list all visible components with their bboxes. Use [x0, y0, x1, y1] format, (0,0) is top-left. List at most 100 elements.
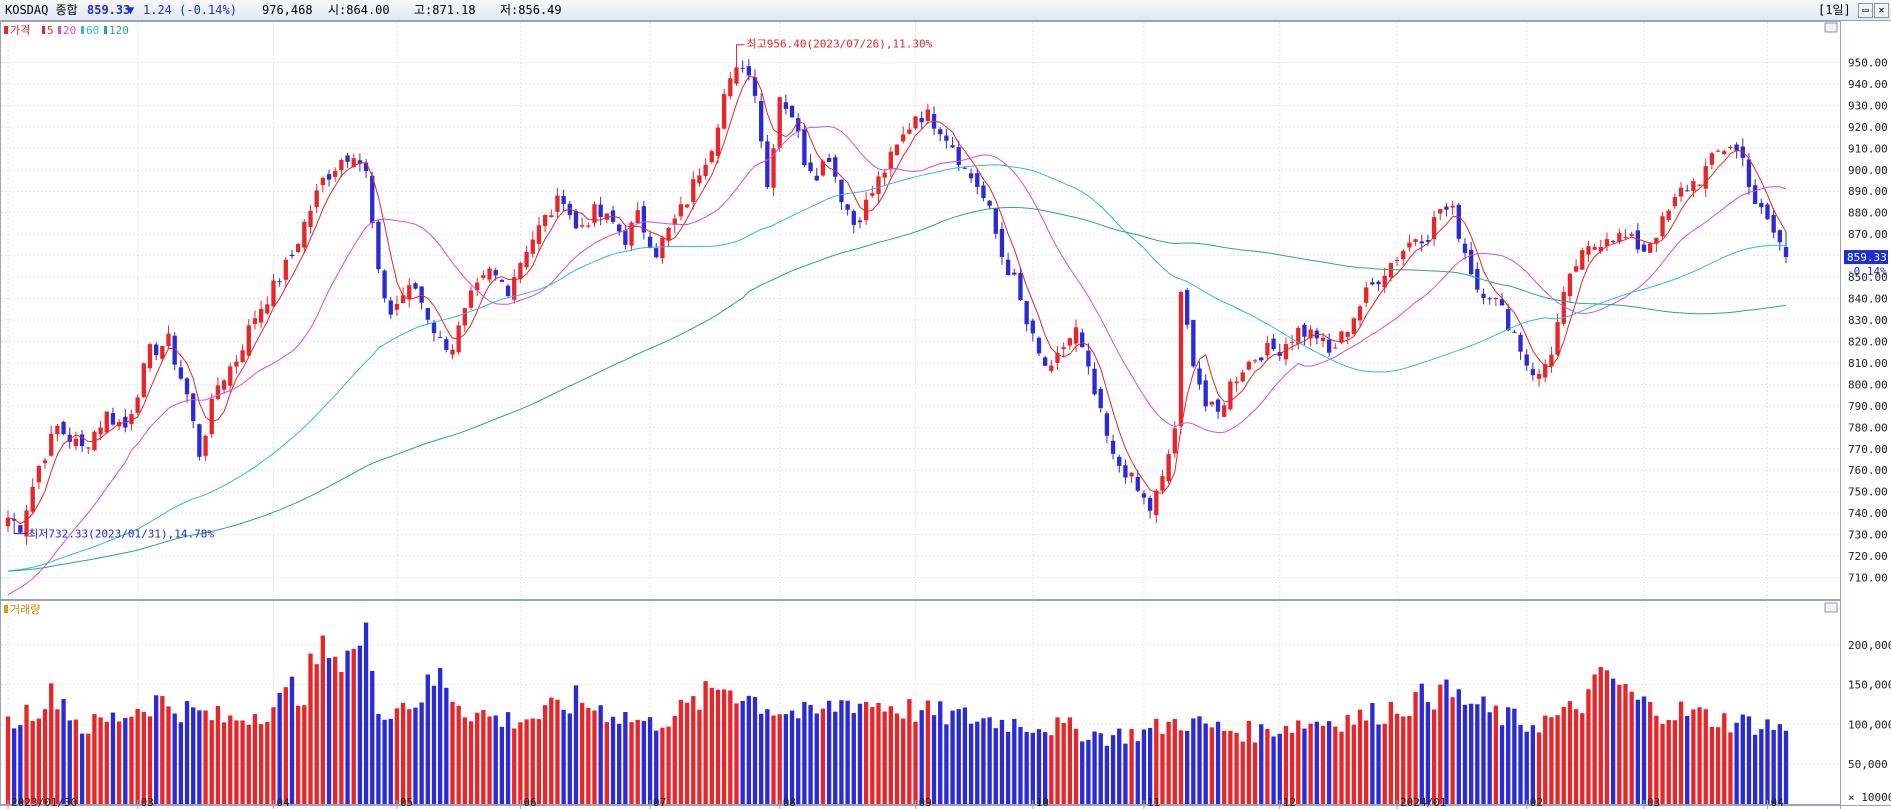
volume-bar — [1425, 702, 1431, 804]
candle-body — [1518, 334, 1523, 352]
candle-body — [771, 148, 776, 188]
price-gridlines — [1, 22, 1840, 804]
volume-bar — [1765, 719, 1770, 804]
candle-body — [1617, 233, 1622, 242]
volume-bar — [475, 712, 480, 804]
volume-bar — [1234, 732, 1239, 804]
volume-bar — [777, 714, 782, 804]
stock-chart[interactable]: 가격 5 20 60 120 거래량 최고956.40(2023/07/26),… — [0, 21, 1891, 809]
volume-axis-labels: 50,000 100,000 150,000 200,000 — [1848, 639, 1891, 771]
date-tick-label: 04 — [276, 796, 290, 809]
volume-bar — [1364, 720, 1369, 804]
volume-bar — [1759, 729, 1764, 804]
volume-bar — [654, 730, 659, 804]
volume-bar — [1314, 721, 1319, 804]
candle-body — [789, 105, 795, 118]
volume-bar — [752, 697, 758, 804]
volume-bar — [1080, 741, 1085, 804]
candle-body — [1302, 324, 1307, 337]
restore-button[interactable]: ▭ — [1858, 3, 1873, 18]
candle-body — [283, 259, 288, 280]
candle-body — [1549, 354, 1554, 367]
volume-bar — [820, 708, 826, 804]
volume-bar — [981, 718, 986, 804]
candle-body — [18, 525, 23, 533]
volume-bar — [901, 718, 906, 804]
candle-body — [1080, 332, 1085, 348]
date-tick-label: 08 — [783, 796, 796, 809]
volume-bar — [339, 671, 344, 804]
volume-bar — [1654, 715, 1659, 804]
candle-body — [1604, 239, 1610, 247]
candle-body — [1005, 259, 1011, 276]
volume-bar — [623, 712, 628, 804]
volume-bar — [1685, 715, 1690, 804]
candle-body — [468, 290, 474, 308]
volume-bar — [98, 717, 103, 804]
volume-bar — [1092, 731, 1097, 804]
candle-body — [1765, 204, 1770, 220]
candle-body — [73, 438, 79, 447]
candle-body — [857, 220, 863, 223]
volume-bar — [1499, 725, 1505, 804]
volume-bar — [1450, 697, 1455, 804]
volume-bar — [1073, 728, 1079, 804]
volume-bar — [660, 727, 665, 804]
volume-bar — [1703, 709, 1708, 804]
volume-bar — [462, 717, 468, 804]
volume-bar — [295, 705, 301, 804]
volume-bar — [61, 699, 66, 804]
price-tick-label: 770.00 — [1848, 443, 1888, 456]
volume-bar — [629, 722, 634, 804]
volume-panel-toggle[interactable] — [1824, 602, 1838, 613]
candle-body — [1197, 368, 1202, 385]
volume-bar — [407, 709, 412, 804]
volume-bar — [641, 721, 647, 804]
volume-bar — [1666, 719, 1671, 804]
volume-bar — [1345, 715, 1350, 804]
candle-body — [67, 434, 72, 442]
candle-body — [1018, 273, 1023, 301]
price-panel-toggle[interactable] — [1824, 22, 1838, 33]
candle-body — [376, 221, 381, 270]
candle-body — [475, 282, 480, 291]
candle-body — [1086, 350, 1091, 367]
candle-body — [1598, 246, 1603, 252]
volume-bar — [1265, 728, 1270, 804]
volume-bar — [1382, 723, 1387, 804]
candle-body — [289, 254, 295, 257]
close-button[interactable]: ✕ — [1874, 3, 1889, 18]
volume-bar — [1456, 689, 1461, 804]
candle-body — [252, 318, 258, 325]
period-selector[interactable]: [1일] — [1818, 3, 1851, 17]
badge-change: -0.14% — [1847, 265, 1887, 278]
volume-bar — [116, 721, 122, 804]
high-price: 고:871.18 — [414, 3, 476, 17]
candle-body — [635, 210, 640, 224]
candle-body — [1401, 250, 1406, 260]
volume-bar — [1592, 674, 1597, 804]
candle-body — [240, 350, 245, 362]
candle-body — [209, 398, 214, 435]
candle-body — [1296, 328, 1301, 345]
candle-body — [1166, 454, 1171, 482]
candle-body — [1536, 373, 1542, 379]
candle-body — [86, 447, 91, 449]
candle-body — [1339, 331, 1344, 343]
date-tick-label: 04 — [1770, 796, 1784, 809]
panel-buttons[interactable] — [1824, 22, 1838, 613]
volume-bar — [1117, 728, 1122, 804]
volume-bar — [444, 687, 449, 804]
volume-bar — [1468, 703, 1474, 804]
candle-body — [1524, 354, 1529, 366]
candle-body — [715, 127, 721, 156]
candle-body — [542, 215, 548, 227]
candle-body — [993, 208, 998, 234]
candle-body — [166, 333, 171, 347]
volume-bar — [246, 724, 251, 804]
candle-body — [1092, 368, 1097, 395]
candle-body — [956, 147, 961, 165]
ma120-line — [7, 206, 1787, 572]
candle-body — [160, 345, 165, 359]
volume-bar — [357, 645, 363, 804]
